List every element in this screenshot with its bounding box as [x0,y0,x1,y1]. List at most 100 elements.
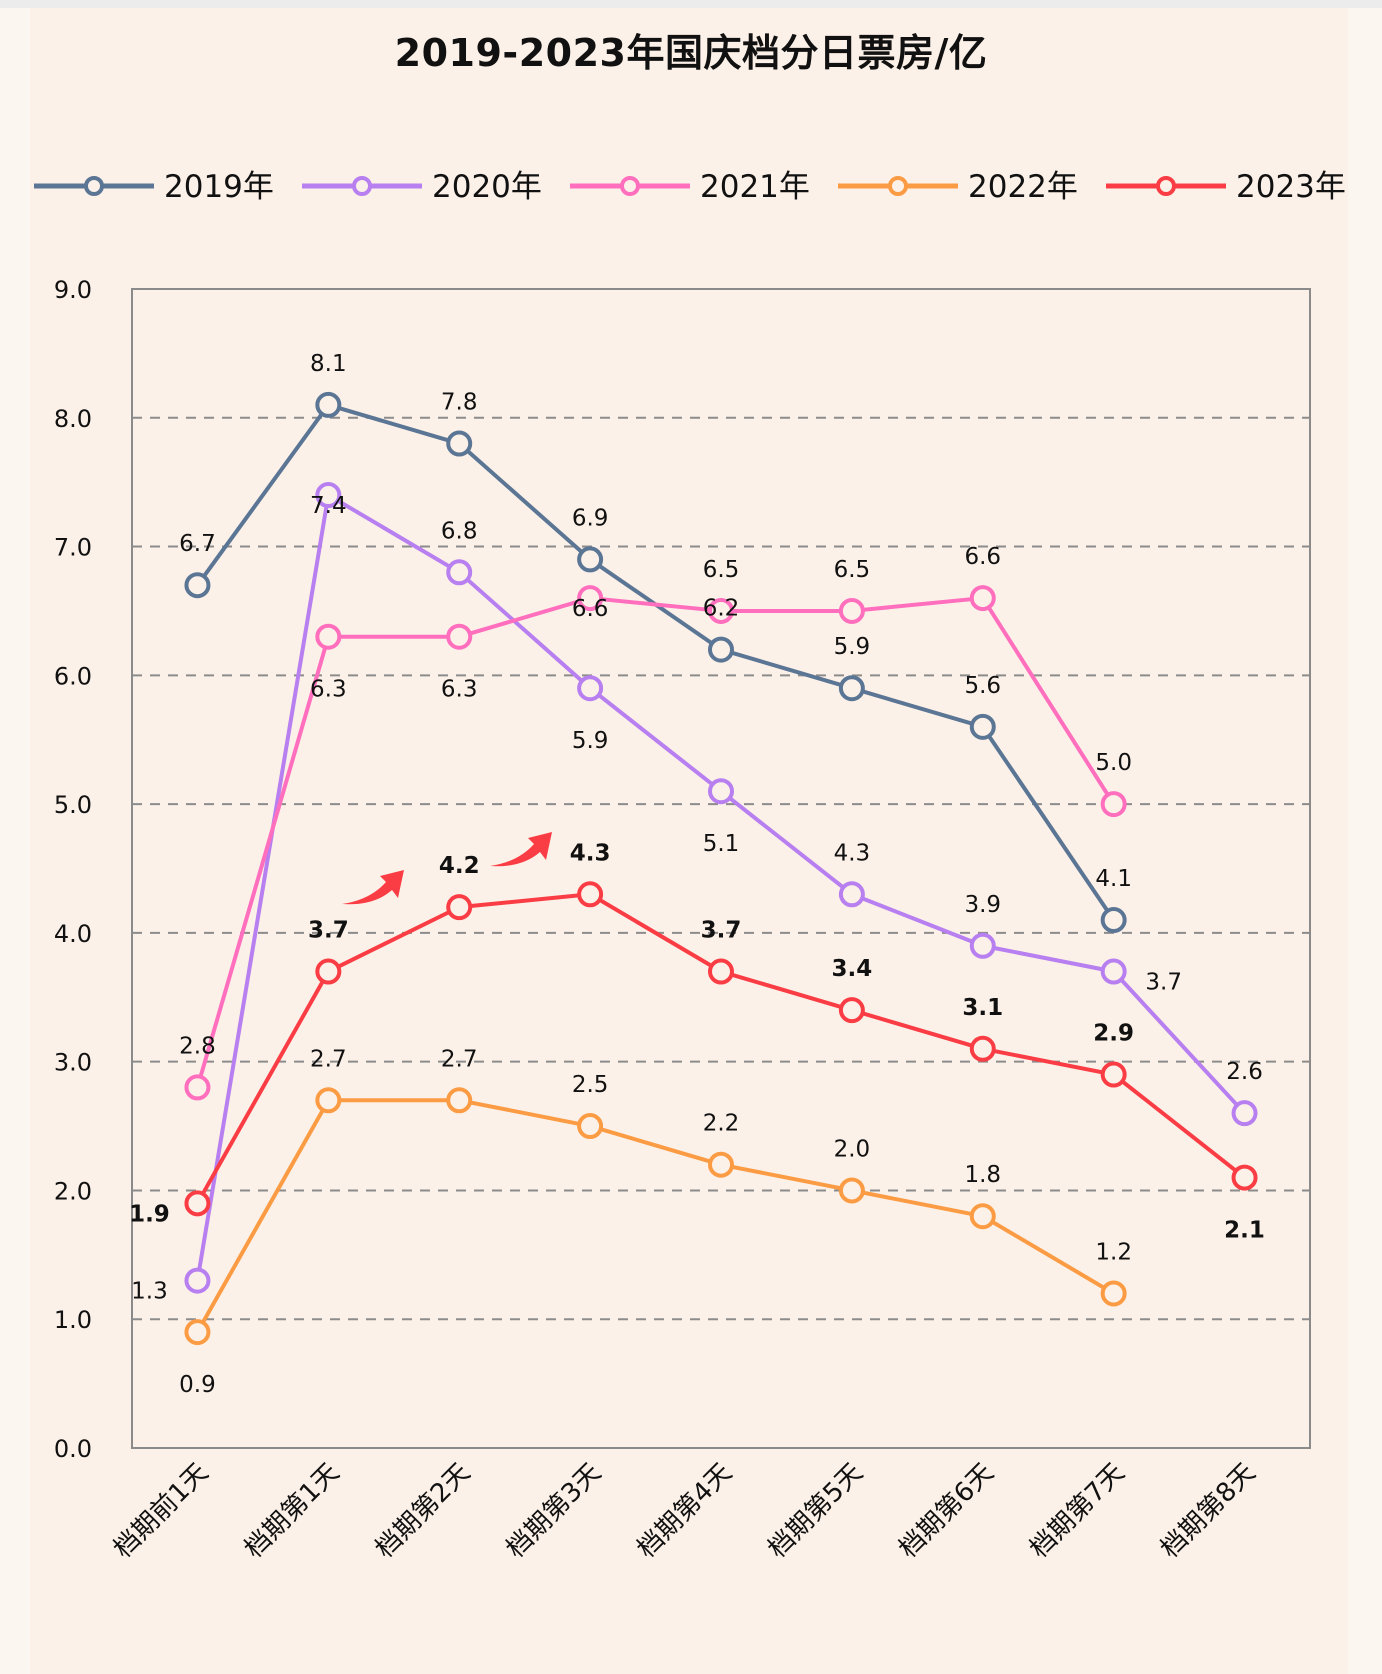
data-label: 3.4 [832,956,873,982]
data-label: 1.2 [1095,1239,1132,1265]
y-tick-label: 0.0 [54,1435,92,1463]
data-label: 1.3 [131,1279,168,1305]
data-label: 8.1 [310,351,347,377]
data-label: 6.3 [441,677,478,703]
legend-marker-icon [352,176,372,196]
legend-item: 2019年 [34,169,274,205]
y-tick-label: 6.0 [54,662,92,690]
legend-label: 2021年 [700,169,810,205]
data-point-marker [708,597,734,624]
data-point-marker [315,391,342,418]
data-point-marker [184,1074,211,1101]
data-label: 5.6 [964,673,1001,699]
data-label: 3.7 [1145,970,1182,996]
data-point-marker [577,675,604,702]
data-label: 6.8 [441,518,478,544]
x-tick-label: 档期第1天 [239,1458,345,1564]
data-point-marker [838,881,865,908]
data-label: 6.9 [572,505,609,531]
data-point-marker [708,778,734,805]
data-point-marker [184,1319,211,1346]
data-label: 2.6 [1226,1059,1263,1085]
x-tick-label: 档期前1天 [108,1458,214,1564]
data-point-marker [1100,907,1127,934]
data-point-marker [969,1203,996,1230]
data-label: 5.9 [834,634,871,660]
data-point-marker [577,585,604,612]
x-tick-label: 档期第7天 [1024,1458,1130,1564]
x-tick-label: 档期第5天 [762,1458,868,1564]
annotation-arrows [342,832,552,905]
plot-frame [131,288,1311,1449]
series-line [195,596,1116,1088]
legend-item: 2021年 [570,169,810,205]
arrow-annotation-icon [490,832,552,867]
data-label: 3.7 [308,918,349,944]
data-point-marker [838,675,865,702]
y-tick-label: 2.0 [54,1177,92,1205]
data-label: 3.1 [962,995,1003,1021]
data-point-marker [577,546,604,573]
data-label: 7.8 [441,390,478,416]
y-tick-label: 4.0 [54,920,92,948]
legend-label: 2023年 [1236,169,1346,205]
data-point-marker [446,623,473,650]
data-point-marker [969,713,996,740]
data-label: 3.9 [964,892,1001,918]
gridlines [132,416,1310,1321]
series-2021年 [184,585,1127,1101]
data-label: 5.9 [572,728,609,754]
data-label: 2.2 [703,1111,740,1137]
y-tick-label: 3.0 [54,1049,92,1077]
data-point-marker [577,881,604,908]
legend-label: 2019年 [164,169,274,205]
data-point-marker [1231,1100,1258,1127]
data-point-marker [838,597,865,624]
x-tick-label: 档期第4天 [631,1458,737,1564]
y-tick-label: 1.0 [54,1306,92,1334]
data-label: 0.9 [179,1372,216,1398]
data-point-marker [577,1113,604,1140]
data-label: 2.5 [572,1072,609,1098]
y-tick-label: 5.0 [54,791,92,819]
x-axis-ticks: 档期前1天 档期第1天 档期第2天 档期第3天 档期第4天 档期第5天 档期第6天 档期第7天… [108,1458,1262,1564]
series-group [184,391,1258,1346]
data-label: 1.9 [129,1201,170,1227]
data-label: 6.7 [179,531,216,557]
data-point-marker [969,932,996,959]
legend-marker-icon [84,176,104,196]
legend-marker-icon [1156,176,1176,196]
x-tick-label: 档期第3天 [501,1458,607,1564]
y-tick-label: 7.0 [54,534,92,562]
data-point-marker [1100,791,1127,818]
arrow-annotation-icon [342,870,404,905]
data-point-marker [446,894,473,921]
data-point-marker [969,1035,996,1062]
legend: 2019年 2020年 2021年 2022年 2023年 [34,169,1346,205]
data-label: 2.0 [834,1136,871,1162]
window-top-border [0,0,1382,8]
data-label: 2.7 [441,1046,478,1072]
series-2019年 [184,391,1127,934]
legend-item: 2023年 [1106,169,1346,205]
data-point-marker [1100,958,1127,985]
data-label: 2.7 [310,1046,347,1072]
legend-item: 2020年 [302,169,542,205]
legend-label: 2022年 [968,169,1078,205]
data-point-marker [446,430,473,457]
x-tick-label: 档期第2天 [370,1458,476,1564]
data-label: 5.0 [1095,750,1132,776]
legend-label: 2020年 [432,169,542,205]
data-label: 6.6 [964,544,1001,570]
data-point-marker [708,636,734,663]
data-label: 5.1 [703,831,740,857]
series-2023年 [184,881,1258,1217]
chart-title: 2019-2023年国庆档分日票房/亿 [394,31,988,75]
legend-item: 2022年 [838,169,1078,205]
data-label: 6.6 [572,596,609,622]
series-line [195,402,1116,922]
y-axis-ticks: 0.0 1.0 2.0 3.0 4.0 5.0 6.0 7.0 8.0 9.0 [54,276,92,1463]
series-2020年 [184,482,1258,1294]
data-point-marker [315,482,342,509]
